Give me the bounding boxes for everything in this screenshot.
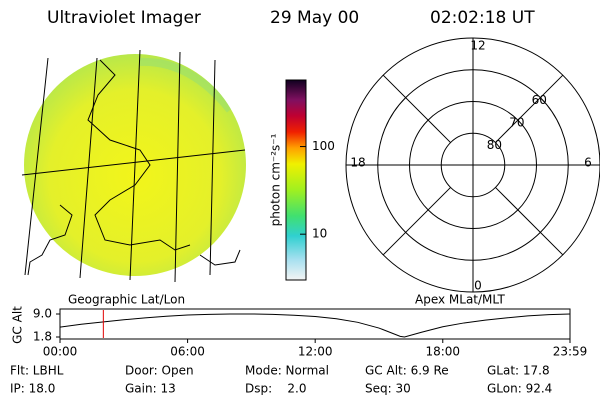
info-field: Mode: Normal bbox=[245, 364, 329, 378]
mlt-label: 18 bbox=[350, 156, 365, 170]
time: 02:02:18 UT bbox=[430, 8, 535, 28]
colorbar bbox=[285, 79, 307, 281]
info-field: Dsp: 2.0 bbox=[245, 382, 307, 396]
info-field: Door: Open bbox=[125, 364, 194, 378]
lat-label: 60 bbox=[532, 93, 547, 107]
info-field: GC Alt: 6.9 Re bbox=[365, 364, 449, 378]
colorbar-tick-label: 10 bbox=[312, 227, 327, 241]
colorbar-tick-label: 100 bbox=[312, 139, 335, 153]
date: 29 May 00 bbox=[270, 8, 359, 28]
info-field: Flt: LBHL bbox=[10, 364, 64, 378]
mlt-diagonal bbox=[382, 187, 451, 256]
y-axis-label: GC Alt bbox=[11, 306, 25, 344]
mlt-label: 12 bbox=[470, 39, 485, 53]
mlt-diagonal bbox=[382, 74, 451, 143]
right-label: Apex MLat/MLT bbox=[415, 293, 505, 307]
colorbar-label: photon cm⁻²s⁻¹ bbox=[269, 133, 283, 226]
title: Ultraviolet Imager bbox=[47, 8, 201, 28]
plot-frame bbox=[59, 308, 571, 340]
x-tick-label: 12:00 bbox=[298, 345, 333, 359]
mlt-label: 6 bbox=[584, 156, 592, 170]
x-tick-label: 18:00 bbox=[425, 345, 460, 359]
x-tick-label: 00:00 bbox=[43, 345, 78, 359]
lat-label: 70 bbox=[509, 116, 524, 130]
info-field: Seq: 30 bbox=[365, 382, 411, 396]
info-field: Gain: 13 bbox=[125, 382, 176, 396]
y-tick-label: 1.8 bbox=[33, 330, 52, 344]
mlt-diagonal bbox=[495, 187, 564, 256]
left-label: Geographic Lat/Lon bbox=[68, 293, 185, 307]
lat-label: 80 bbox=[487, 138, 502, 152]
info-field: GLon: 92.4 bbox=[487, 382, 552, 396]
x-tick-label: 23:59 bbox=[553, 345, 588, 359]
altitude-line bbox=[59, 313, 571, 338]
mlt-label: 0 bbox=[474, 279, 482, 293]
info-field: GLat: 17.8 bbox=[487, 364, 550, 378]
earth-image bbox=[21, 49, 246, 283]
y-tick-label: 9.0 bbox=[33, 307, 52, 321]
mlt-diagonal bbox=[495, 74, 564, 143]
info-field: IP: 18.0 bbox=[10, 382, 55, 396]
x-tick-label: 06:00 bbox=[170, 345, 205, 359]
